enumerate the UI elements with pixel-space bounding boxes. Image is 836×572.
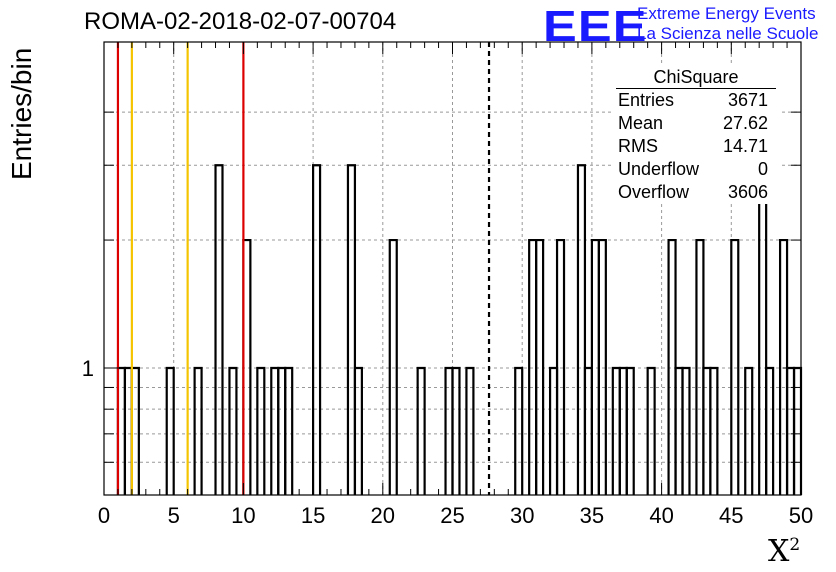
stats-key: Entries [618, 90, 675, 110]
x-tick-label: 35 [580, 503, 604, 528]
histogram-bar [388, 238, 398, 495]
histogram-bar [646, 366, 656, 495]
x-tick-label: 40 [649, 503, 673, 528]
histogram-bar [744, 366, 754, 495]
histogram-bar [228, 366, 238, 495]
histogram-bar [765, 366, 775, 495]
x-tick-label: 30 [510, 503, 534, 528]
histogram-bar [214, 164, 224, 495]
logo-subtitle-line2: La Scienza nelle Scuole [637, 24, 819, 43]
x-tick-label: 0 [98, 503, 110, 528]
histogram-bar [465, 366, 475, 495]
histogram-bar [681, 366, 691, 495]
stats-row-entries: Entries 3671 [612, 89, 780, 112]
histogram-bar [625, 366, 635, 495]
x-tick-label: 15 [301, 503, 325, 528]
histogram-bar [416, 366, 426, 495]
run-title: ROMA-02-2018-02-07-00704 [84, 8, 397, 35]
histogram-bar [284, 366, 294, 495]
stats-key: Mean [618, 113, 664, 133]
logo-subtitle-line1: Extreme Energy Events [637, 4, 816, 23]
stats-key: Overflow [618, 182, 690, 202]
histogram-bar [555, 238, 566, 495]
stats-row-mean: Mean 27.62 [612, 112, 780, 135]
stats-row-rms: RMS 14.71 [612, 135, 780, 158]
stats-title: ChiSquare [616, 66, 776, 89]
axis-layer: 0 5 10 15 20 25 30 35 40 45 50 1 [82, 41, 813, 528]
x-axis-label-base: X [768, 534, 790, 569]
x-axis-label: X2 [768, 534, 800, 569]
histogram-bar [730, 238, 740, 495]
stats-value: 14.71 [722, 136, 768, 156]
histogram-bar [312, 164, 322, 495]
histogram-bar [514, 366, 524, 495]
histogram-bar [193, 366, 203, 495]
stats-key: RMS [618, 136, 658, 156]
x-tick-label: 45 [719, 503, 743, 528]
x-tick-label: 10 [231, 503, 255, 528]
histogram-bar [576, 164, 587, 495]
histogram-bar [535, 238, 545, 495]
histogram-bar [165, 366, 175, 495]
histogram-bar [256, 366, 266, 495]
stats-box: ChiSquare Entries 3671 Mean 27.62 RMS 14… [612, 66, 780, 204]
histogram-bar [597, 238, 607, 495]
y-tick-label: 1 [82, 356, 94, 381]
stats-value: 27.62 [722, 113, 768, 133]
stats-row-underflow: Underflow 0 [612, 158, 780, 181]
x-axis-label-superscript: 2 [789, 535, 801, 555]
x-tick-label: 50 [789, 503, 813, 528]
y-axis-label: Entries/bin [6, 47, 37, 180]
stats-value: 3606 [727, 182, 768, 202]
stats-key: Underflow [618, 159, 700, 179]
histogram-bar [346, 164, 357, 495]
stats-row-overflow: Overflow 3606 [612, 181, 780, 204]
x-tick-label: 5 [168, 503, 180, 528]
x-tick-label: 25 [440, 503, 464, 528]
histogram-bar [451, 366, 461, 495]
stats-value: 3671 [727, 90, 768, 110]
stats-value: 0 [757, 159, 768, 179]
eee-logo: EEE [543, 2, 648, 51]
histogram-bar [353, 366, 363, 495]
threshold-lines-layer [116, 42, 491, 495]
x-tick-label: 20 [371, 503, 395, 528]
histogram-bar [709, 366, 719, 495]
